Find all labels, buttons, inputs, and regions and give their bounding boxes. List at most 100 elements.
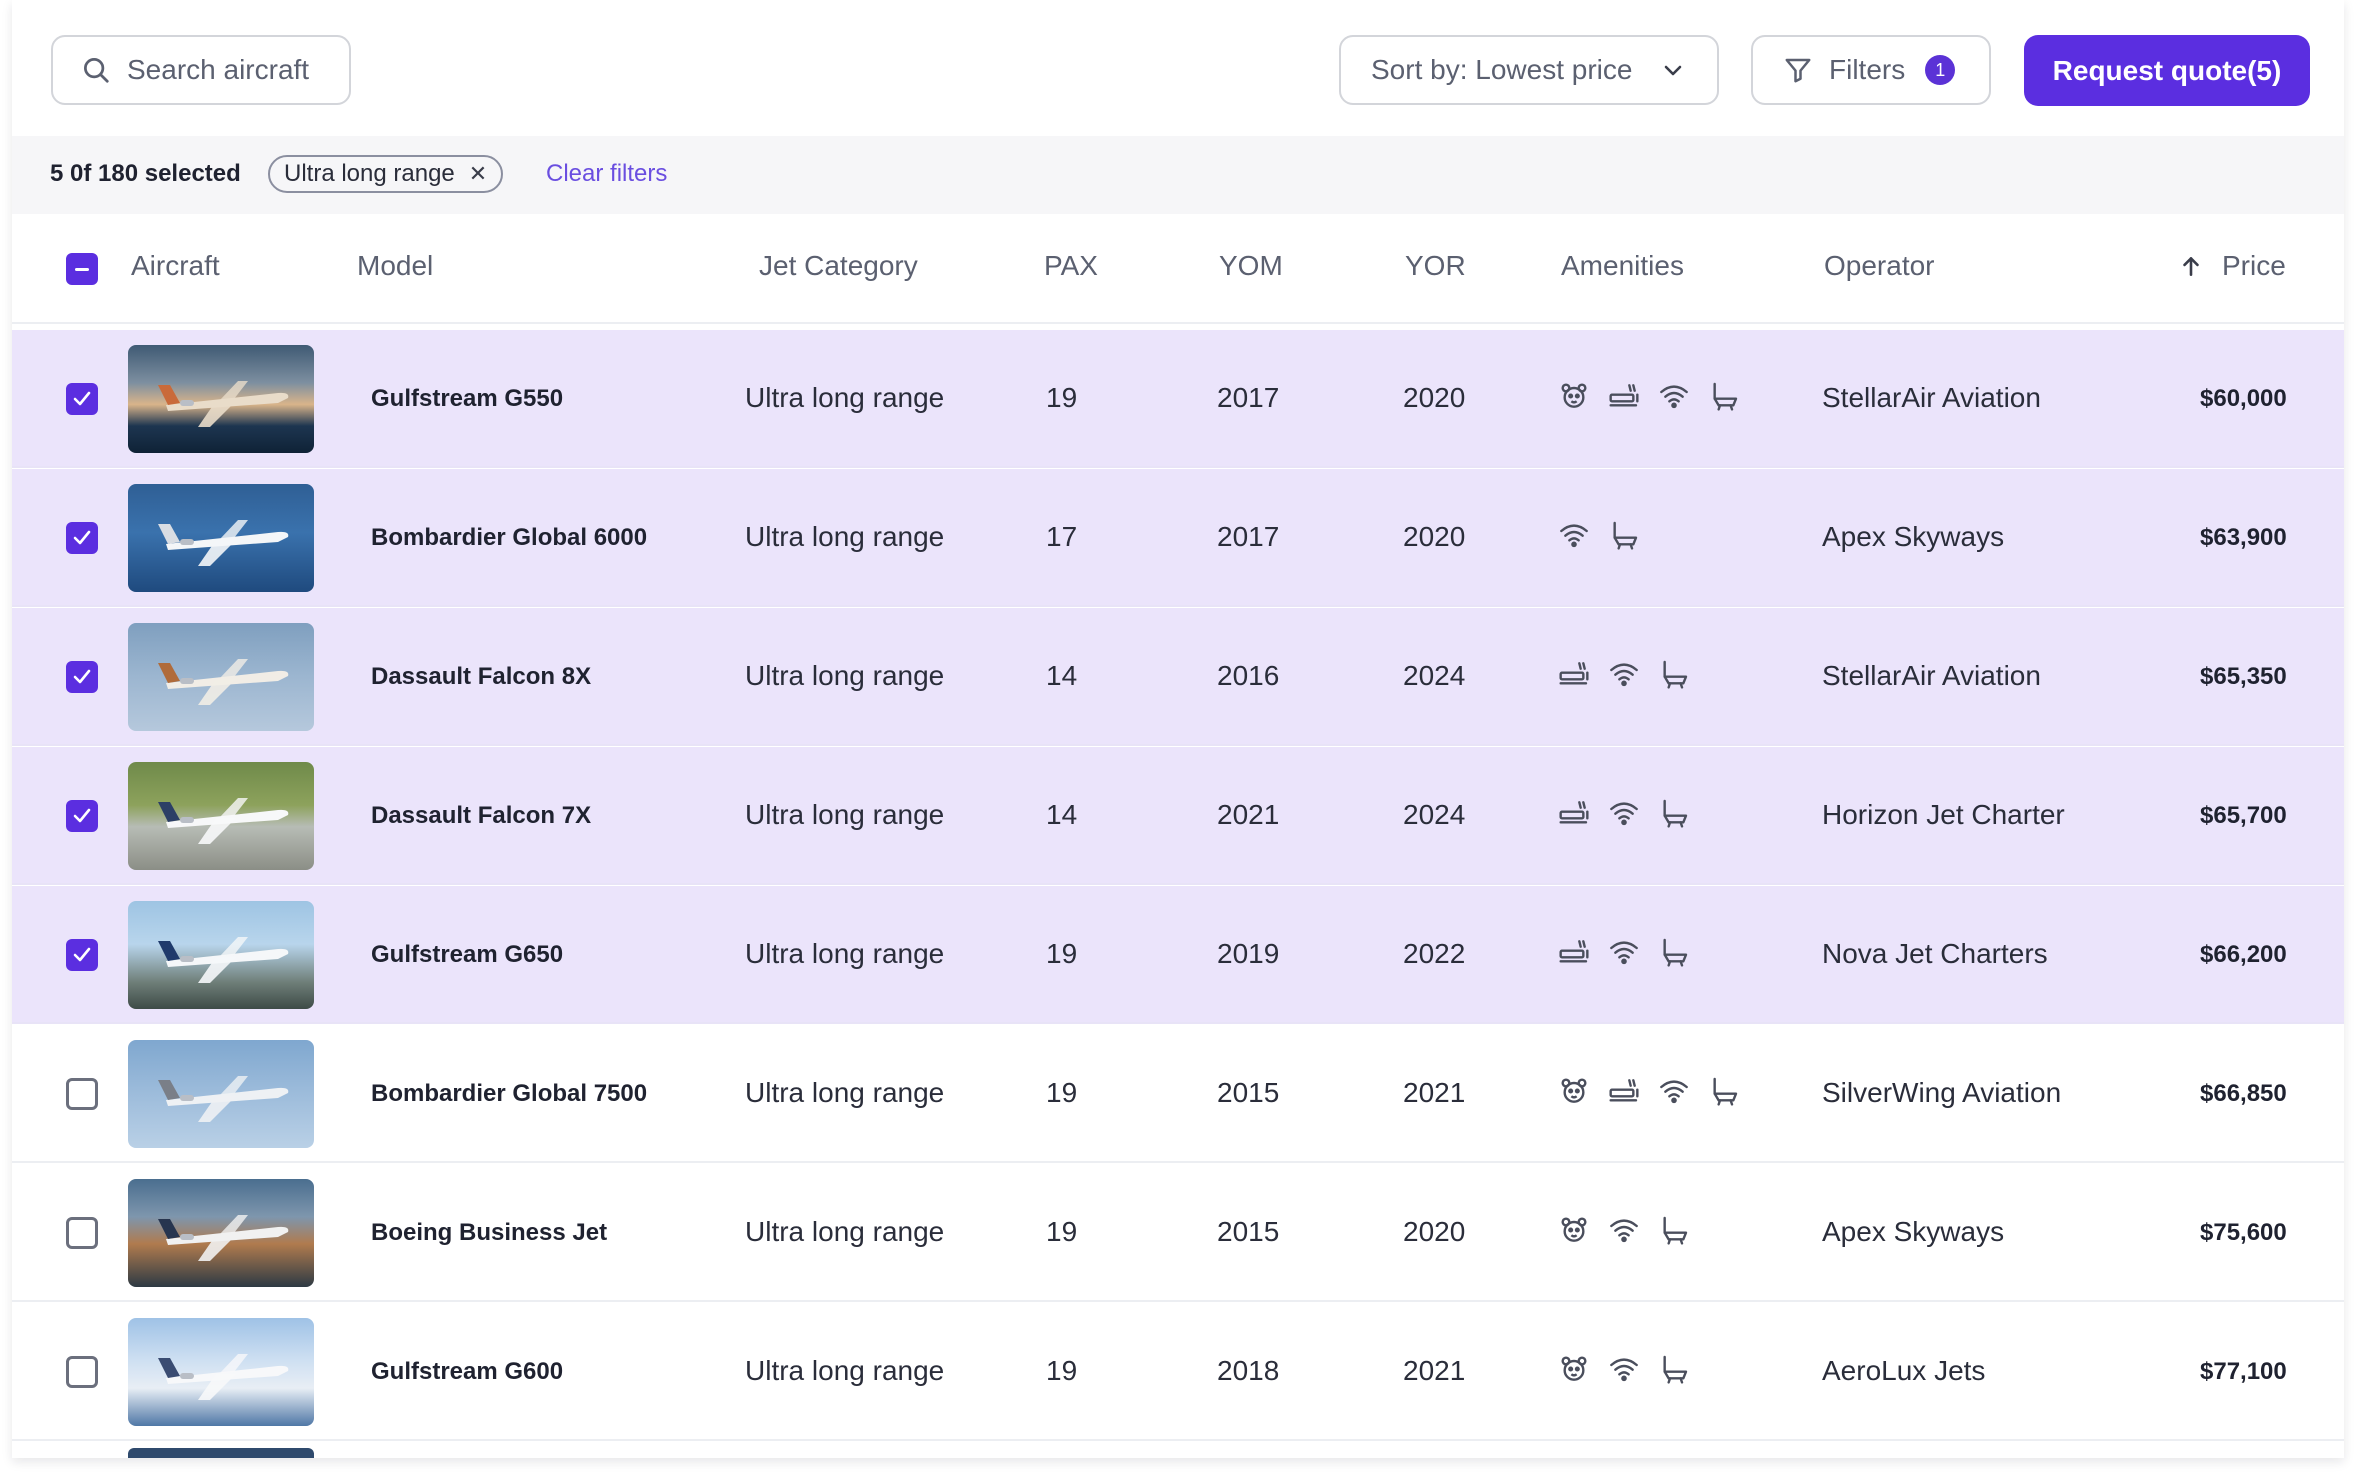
- column-header-operator[interactable]: Operator: [1824, 250, 1935, 281]
- price: $66,200: [2200, 941, 2287, 968]
- wifi-icon: [1608, 1214, 1640, 1250]
- price: $75,600: [2200, 1219, 2287, 1246]
- amenities-list: [1558, 797, 1690, 833]
- bed-icon: [1558, 658, 1590, 694]
- year-of-refurbishment: 2021: [1403, 1077, 1466, 1108]
- wifi-icon: [1608, 1353, 1640, 1389]
- column-header-yor[interactable]: YOR: [1405, 250, 1466, 281]
- column-header-pax[interactable]: PAX: [1044, 250, 1098, 281]
- pax-count: 19: [1046, 382, 1078, 413]
- jet-category: Ultra long range: [745, 660, 945, 691]
- jet-category: Ultra long range: [745, 799, 945, 830]
- table-row[interactable]: Bombardier Global 7500 Ultra long range 19…: [12, 1025, 2344, 1163]
- aircraft-thumbnail: [128, 345, 314, 453]
- year-of-refurbishment: 2022: [1403, 938, 1466, 969]
- aircraft-model: Gulfstream G550: [371, 385, 564, 412]
- operator-name: AeroLux Jets: [1822, 1355, 1986, 1386]
- request-quote-button[interactable]: Request quote(5): [2024, 35, 2310, 106]
- lavatory-icon: [1708, 380, 1740, 416]
- jet-category: Ultra long range: [745, 1077, 945, 1108]
- filters-label: Filters: [1829, 54, 1906, 85]
- arrow-up-icon: [2183, 257, 2199, 276]
- select-all-checkbox[interactable]: [66, 253, 98, 285]
- pax-count: 19: [1046, 1355, 1078, 1386]
- aircraft-model: Bombardier Global 7500: [371, 1080, 648, 1107]
- table-row[interactable]: Gulfstream G650 Ultra long range 19 2019 202…: [12, 886, 2344, 1024]
- price: $77,100: [2200, 1358, 2287, 1385]
- row-checkbox[interactable]: [66, 522, 98, 554]
- year-of-manufacture: 2017: [1217, 521, 1280, 552]
- column-header-yom[interactable]: YOM: [1219, 250, 1283, 281]
- table-row[interactable]: Bombardier Global 6000 Ultra long range 17…: [12, 469, 2344, 607]
- amenities-list: [1558, 936, 1690, 972]
- row-checkbox[interactable]: [66, 383, 98, 415]
- pet-icon: [1558, 1214, 1590, 1250]
- table-row[interactable]: Gulfstream G600 Ultra long range 19 2018 202…: [12, 1303, 2344, 1441]
- price: $66,850: [2200, 1080, 2287, 1107]
- column-header-model[interactable]: Model: [357, 250, 434, 281]
- wifi-icon: [1608, 797, 1640, 833]
- jet-category: Ultra long range: [745, 521, 945, 552]
- table-row[interactable]: Gulfstream G550 Ultra long range 19 2017 202…: [12, 330, 2344, 468]
- table-row[interactable]: Dassault Falcon 8X Ultra long range 14 2016…: [12, 608, 2344, 746]
- pax-count: 19: [1046, 1077, 1078, 1108]
- operator-name: StellarAir Aviation: [1822, 660, 2041, 691]
- aircraft-thumbnail: [128, 623, 314, 731]
- column-header-jet-category[interactable]: Jet Category: [759, 250, 918, 281]
- filter-chip-label: Ultra long range: [284, 160, 455, 187]
- bed-icon: [1558, 936, 1590, 972]
- filter-icon: [1785, 58, 1811, 83]
- search-input[interactable]: Search aircraft: [51, 35, 351, 105]
- year-of-manufacture: 2017: [1217, 382, 1280, 413]
- table-row[interactable]: Boeing Business Jet Ultra long range 19 201…: [12, 1164, 2344, 1302]
- row-checkbox[interactable]: [66, 800, 98, 832]
- year-of-refurbishment: 2020: [1403, 521, 1466, 552]
- column-header-price[interactable]: Price: [2178, 250, 2286, 282]
- column-header-aircraft[interactable]: Aircraft: [131, 250, 220, 281]
- row-checkbox[interactable]: [66, 1078, 98, 1110]
- year-of-refurbishment: 2024: [1403, 660, 1466, 691]
- sort-label: Sort by: Lowest price: [1371, 54, 1633, 85]
- search-icon: [84, 58, 109, 83]
- wifi-icon: [1658, 1075, 1690, 1111]
- filter-chip-ultra-long-range[interactable]: Ultra long range ✕: [268, 155, 504, 193]
- lavatory-icon: [1658, 936, 1690, 972]
- sort-dropdown[interactable]: Sort by: Lowest price: [1339, 35, 1719, 105]
- bed-icon: [1558, 797, 1590, 833]
- aircraft-model: Gulfstream G600: [371, 1358, 564, 1385]
- aircraft-thumbnail: [128, 484, 314, 592]
- operator-name: Apex Skyways: [1822, 1216, 2005, 1247]
- wifi-icon: [1608, 936, 1640, 972]
- search-placeholder: Search aircraft: [127, 54, 310, 85]
- year-of-refurbishment: 2021: [1403, 1355, 1466, 1386]
- aircraft-thumbnail: [128, 1179, 314, 1287]
- clear-filters-link[interactable]: Clear filters: [546, 160, 668, 187]
- chevron-down-icon: [1664, 65, 1682, 76]
- filters-button[interactable]: Filters 1: [1751, 35, 1991, 105]
- pax-count: 14: [1046, 799, 1078, 830]
- table-row[interactable]: Dassault Falcon 7X Ultra long range 14 2021…: [12, 747, 2344, 885]
- row-checkbox[interactable]: [66, 1217, 98, 1249]
- row-checkbox[interactable]: [66, 939, 98, 971]
- aircraft-thumbnail-partial: [128, 1448, 314, 1458]
- check-icon: [73, 947, 91, 962]
- aircraft-model: Gulfstream G650: [371, 941, 564, 968]
- jet-category: Ultra long range: [745, 382, 945, 413]
- row-checkbox[interactable]: [66, 661, 98, 693]
- lavatory-icon: [1658, 658, 1690, 694]
- row-checkbox[interactable]: [66, 1356, 98, 1388]
- pax-count: 19: [1046, 1216, 1078, 1247]
- operator-name: Horizon Jet Charter: [1822, 799, 2065, 830]
- amenities-list: [1558, 658, 1690, 694]
- year-of-manufacture: 2015: [1217, 1216, 1280, 1247]
- year-of-manufacture: 2016: [1217, 660, 1280, 691]
- lavatory-icon: [1658, 797, 1690, 833]
- check-icon: [73, 808, 91, 823]
- aircraft-thumbnail: [128, 1318, 314, 1426]
- amenities-list: [1558, 1353, 1690, 1389]
- lavatory-icon: [1708, 1075, 1740, 1111]
- column-header-amenities[interactable]: Amenities: [1561, 250, 1684, 281]
- year-of-refurbishment: 2020: [1403, 1216, 1466, 1247]
- wifi-icon: [1608, 658, 1640, 694]
- close-icon[interactable]: ✕: [468, 161, 488, 186]
